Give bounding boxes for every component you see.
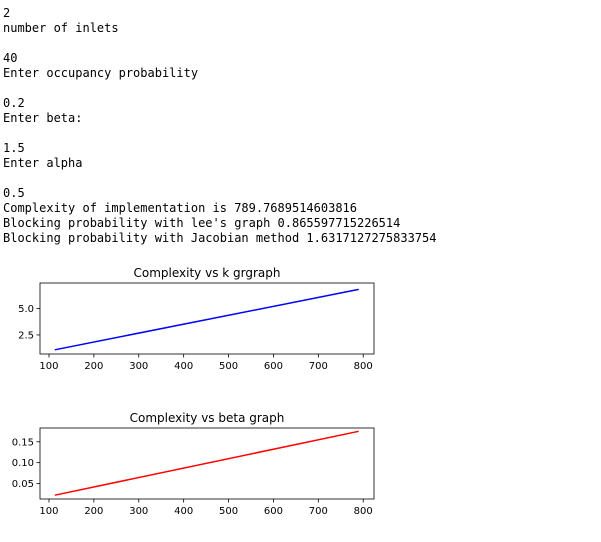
x-tick-label: 400 [174,506,193,517]
console-line: 2 [3,6,11,20]
x-tick-label: 300 [129,361,148,372]
console-line: 0.5 [3,186,25,200]
console-blank-line [3,36,436,51]
y-tick-label: 0.10 [12,458,34,469]
x-tick-label: 200 [84,361,103,372]
console-blank-line [3,126,436,141]
complexity-vs-beta-chart: Complexity vs beta graph 100 200 300 400 500 6… [0,407,601,542]
x-tick-label: 500 [219,361,238,372]
series-line [54,288,359,351]
axes-frame [39,427,375,500]
x-tick-label: 400 [174,361,193,372]
x-tick-label: 700 [309,506,328,517]
y-tick-label: 5.0 [18,304,34,315]
y-tick-label: 0.05 [12,479,34,490]
console-blank-line [3,81,436,96]
x-tick-label: 300 [129,506,148,517]
chart-title: Complexity vs k grgraph [134,266,281,280]
console-output: 2 number of inlets 40 Enter occupancy prob… [3,6,436,246]
console-line: Blocking probability with lee's graph 0.… [3,216,401,230]
console-line: 1.5 [3,141,25,155]
console-line: 0.2 [3,96,25,110]
console-line: Enter alpha [3,156,83,170]
chart-title: Complexity vs beta graph [130,411,285,425]
x-tick-label: 600 [264,361,283,372]
axes-frame [39,282,375,355]
console-line: 40 [3,51,18,65]
x-tick-label: 600 [264,506,283,517]
console-line: Enter beta: [3,111,83,125]
x-tick-label: 500 [219,506,238,517]
console-line: Blocking probability with Jacobian metho… [3,231,437,245]
x-tick-label: 800 [354,361,373,372]
x-tick-label: 700 [309,361,328,372]
x-tick-label: 200 [84,506,103,517]
console-line: Enter occupancy probability [3,66,199,80]
x-tick-label: 100 [39,506,58,517]
series-line [54,430,359,496]
x-tick-label: 100 [39,361,58,372]
console-line: number of inlets [3,21,119,35]
console-blank-line [3,171,436,186]
complexity-vs-beta-chart-svg: Complexity vs beta graph 100 200 300 400 500 6… [12,411,375,517]
complexity-vs-k-chart-svg: Complexity vs k grgraph 100 200 300 400 500 60… [18,266,375,372]
x-tick-label: 800 [354,506,373,517]
complexity-vs-k-chart: Complexity vs k grgraph 100 200 300 400 500 60… [0,262,601,397]
console-line: Complexity of implementation is 789.7689… [3,201,358,215]
y-tick-label: 2.5 [18,330,34,341]
y-tick-label: 0.15 [12,437,34,448]
